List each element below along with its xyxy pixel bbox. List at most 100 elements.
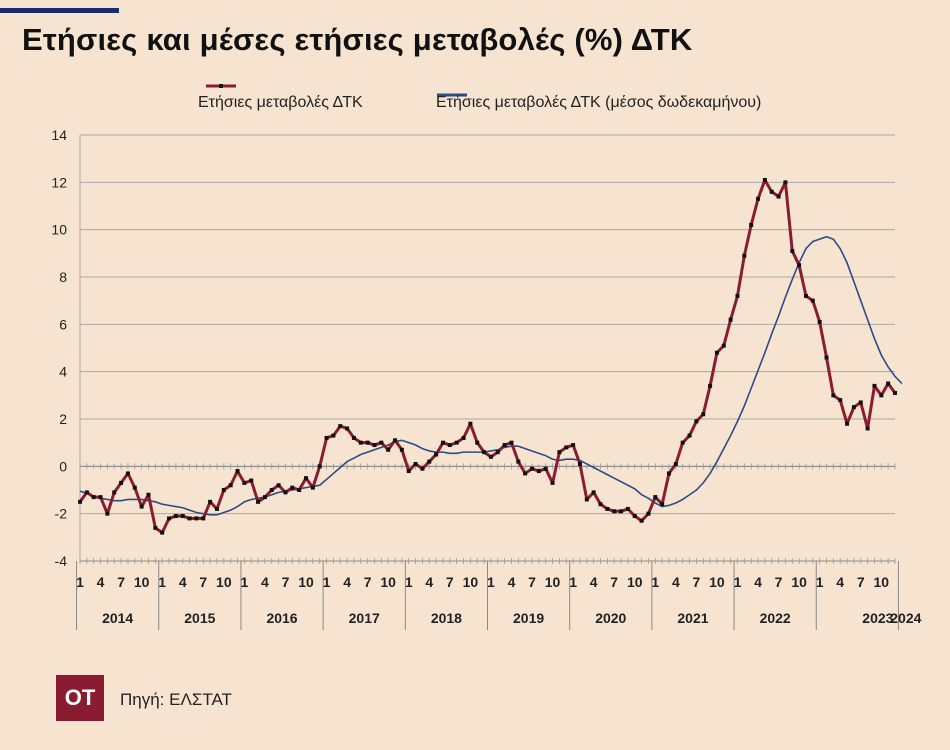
data-point-annual: [790, 248, 795, 253]
data-point-annual: [365, 440, 370, 445]
data-point-annual: [482, 450, 487, 455]
x-year-label: 2023: [862, 610, 893, 626]
x-month-label: 1: [158, 574, 166, 590]
data-point-annual: [831, 393, 836, 398]
data-point-annual: [331, 433, 336, 438]
x-year-label: 2022: [760, 610, 791, 626]
data-point-annual: [721, 343, 726, 348]
data-point-annual: [180, 514, 185, 519]
data-point-annual: [803, 293, 808, 298]
data-point-annual: [673, 461, 678, 466]
x-month-label: 10: [709, 574, 725, 590]
data-point-annual: [701, 412, 706, 417]
y-tick-label: -4: [55, 553, 68, 569]
top-accent-bar: [0, 8, 119, 13]
data-point-annual: [420, 466, 425, 471]
x-month-label: 10: [298, 574, 314, 590]
data-point-annual: [495, 450, 500, 455]
x-year-label: 2017: [349, 610, 380, 626]
chart-gridlines: [80, 134, 895, 562]
data-point-annual: [187, 516, 192, 521]
data-point-annual: [632, 514, 637, 519]
data-point-annual: [249, 478, 254, 483]
x-year-label: 2019: [513, 610, 544, 626]
legend-label-average: Ετήσιες μεταβολές ΔΤΚ (μέσος δωδεκαμήνου…: [436, 94, 761, 111]
data-point-annual: [167, 516, 172, 521]
x-month-label: 10: [874, 574, 890, 590]
data-point-annual: [447, 443, 452, 448]
data-point-annual: [304, 476, 309, 481]
publisher-logo: OT: [56, 675, 104, 721]
data-point-annual: [310, 485, 315, 490]
data-point-annual: [838, 398, 843, 403]
x-month-label: 7: [446, 574, 454, 590]
x-year-label: 2015: [184, 610, 215, 626]
data-point-annual: [262, 495, 267, 500]
data-point-annual: [851, 405, 856, 410]
data-point-annual: [817, 319, 822, 324]
x-year-label: 2024: [890, 610, 921, 626]
data-point-annual: [290, 485, 295, 490]
data-point-annual: [639, 518, 644, 523]
y-tick-label: 14: [51, 127, 67, 143]
x-month-label: 4: [343, 574, 351, 590]
data-point-annual: [735, 293, 740, 298]
data-point-annual: [386, 447, 391, 452]
data-point-annual: [269, 488, 274, 492]
data-point-annual: [612, 509, 617, 514]
x-month-label: 1: [405, 574, 413, 590]
data-point-annual: [201, 516, 206, 521]
data-point-annual: [153, 525, 158, 530]
chart-series: [78, 177, 903, 535]
data-point-annual: [228, 483, 233, 488]
y-tick-label: 8: [59, 269, 67, 285]
data-point-annual: [488, 454, 493, 459]
data-point-annual: [824, 355, 829, 360]
x-month-label: 7: [364, 574, 372, 590]
data-point-annual: [105, 511, 110, 516]
data-point-annual: [756, 196, 761, 201]
data-point-annual: [160, 530, 165, 535]
y-tick-label: 6: [59, 316, 67, 332]
x-month-label: 4: [590, 574, 598, 590]
x-month-label: 10: [216, 574, 232, 590]
data-point-annual: [557, 450, 562, 455]
data-point-annual: [646, 511, 651, 516]
y-tick-label: 12: [51, 174, 67, 190]
data-point-annual: [728, 317, 733, 322]
x-year-label: 2020: [595, 610, 626, 626]
data-point-annual: [242, 480, 247, 485]
x-month-label: 7: [775, 574, 783, 590]
data-point-annual: [845, 421, 850, 426]
x-month-label: 10: [380, 574, 396, 590]
data-point-annual: [516, 459, 521, 464]
data-point-annual: [475, 440, 480, 445]
x-month-label: 7: [528, 574, 536, 590]
data-point-annual: [502, 443, 507, 448]
x-month-label: 1: [569, 574, 577, 590]
data-point-annual: [742, 253, 747, 258]
source-note: Πηγή: ΕΛΣΤΑΤ: [120, 690, 232, 709]
x-month-label: 10: [627, 574, 643, 590]
data-point-annual: [324, 435, 329, 440]
data-point-annual: [680, 440, 685, 445]
data-point-annual: [797, 263, 802, 268]
data-point-annual: [625, 506, 630, 511]
y-axis: -4 -2 0 2 4 6 8 10 12 14: [51, 127, 81, 569]
x-month-label: 1: [240, 574, 248, 590]
data-point-annual: [221, 488, 226, 492]
x-month-label: 4: [425, 574, 433, 590]
x-month-label: 7: [199, 574, 207, 590]
x-month-label: 7: [857, 574, 865, 590]
data-point-annual: [769, 189, 774, 194]
line-chart: Ετήσιες μεταβολές ΔΤΚ Ετήσιες μεταβολές …: [51, 84, 922, 630]
x-axis: 1 4 7 10 1 4 7 10 1 4 7 10 1 4 7 10 1 4 7 10 1 4 7 10 1 4 7 10 1 4 7 10…: [76, 463, 922, 630]
data-point-annual: [749, 222, 754, 227]
x-month-label: 1: [323, 574, 331, 590]
data-point-annual: [139, 504, 144, 509]
x-month-label: 4: [754, 574, 762, 590]
y-tick-label: 4: [59, 364, 67, 380]
data-point-annual: [132, 485, 137, 490]
data-point-annual: [879, 393, 884, 398]
x-year-label: 2014: [102, 610, 133, 626]
